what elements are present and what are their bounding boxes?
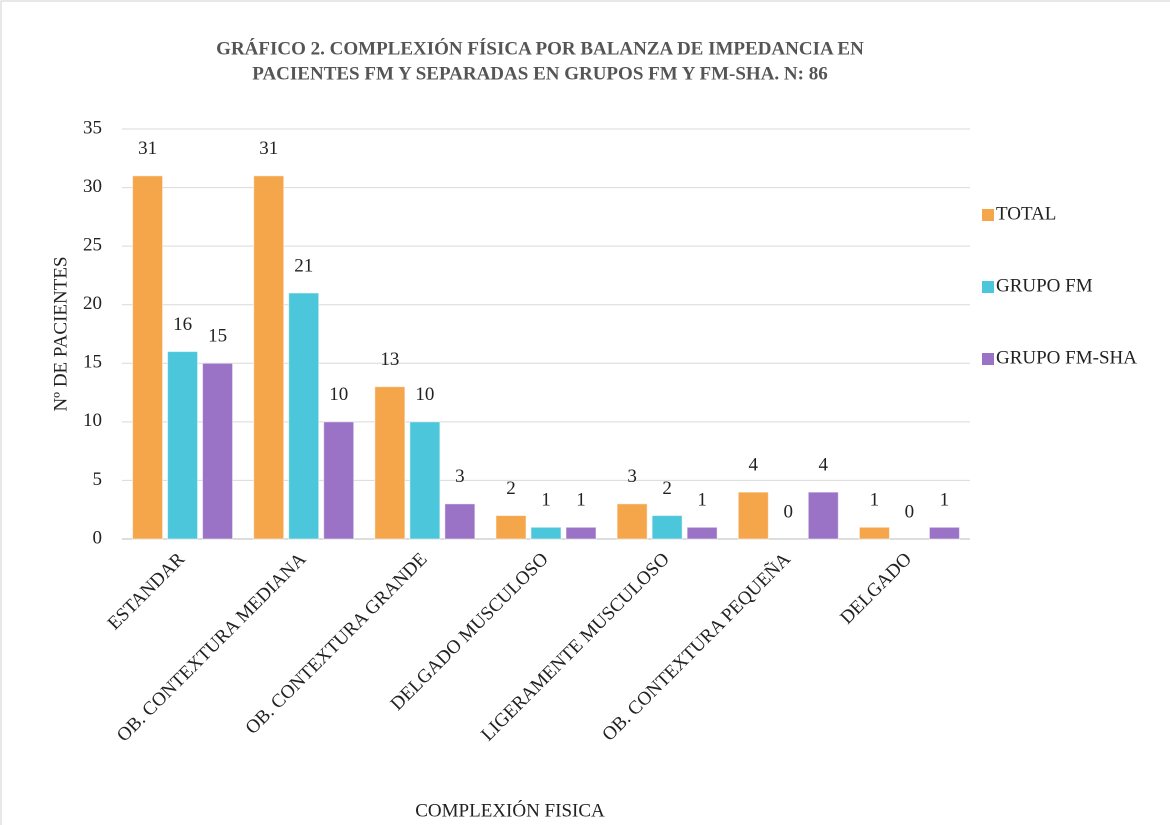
legend-swatch [982, 281, 994, 293]
bar [495, 515, 527, 540]
data-label: 4 [819, 455, 829, 476]
data-label: 0 [784, 501, 794, 522]
bar [530, 526, 562, 540]
y-axis-label: Nº DE PACIENTES [50, 256, 71, 411]
data-label: 1 [576, 490, 586, 511]
data-label: 15 [208, 326, 227, 347]
data-label: 2 [506, 478, 516, 499]
data-label: 16 [173, 314, 192, 335]
data-label: 3 [627, 466, 637, 487]
data-label: 21 [294, 255, 313, 276]
bar [858, 526, 890, 540]
legend-label: GRUPO FM-SHA [996, 347, 1137, 368]
bar [737, 491, 769, 540]
bar [807, 491, 839, 540]
data-label: 0 [905, 501, 915, 522]
legend-swatch [982, 209, 994, 221]
chart-title: PACIENTES FM Y SEPARADAS EN GRUPOS FM Y … [252, 63, 827, 84]
bar [444, 503, 476, 540]
data-label: 1 [697, 490, 707, 511]
bar [167, 351, 199, 540]
bar [616, 503, 648, 540]
data-label: 3 [455, 466, 465, 487]
data-label: 13 [380, 349, 399, 370]
y-tick-label: 25 [83, 235, 102, 256]
legend-label: GRUPO FM [996, 275, 1093, 296]
data-label: 1 [541, 490, 551, 511]
bar [928, 526, 960, 540]
data-label: 1 [870, 490, 880, 511]
data-label: 10 [329, 384, 348, 405]
legend-label: TOTAL [996, 203, 1056, 224]
y-tick-label: 15 [83, 352, 102, 373]
bar [686, 526, 718, 540]
bar [202, 362, 234, 540]
y-tick-label: 20 [83, 293, 102, 314]
legend-swatch [982, 353, 994, 365]
bar [374, 386, 406, 540]
bar [132, 175, 164, 540]
bar [409, 421, 441, 540]
bar [651, 515, 683, 540]
y-tick-label: 0 [93, 527, 103, 548]
y-tick-label: 35 [83, 117, 102, 138]
bar [288, 292, 320, 540]
y-tick-label: 10 [83, 410, 102, 431]
bar [253, 175, 285, 540]
data-label: 10 [415, 384, 434, 405]
x-axis-label: COMPLEXIÓN FISICA [415, 799, 605, 821]
data-label: 1 [940, 490, 950, 511]
data-label: 4 [749, 455, 759, 476]
data-label: 31 [138, 138, 157, 159]
y-tick-label: 5 [93, 469, 103, 490]
chart-title: GRÁFICO 2. COMPLEXIÓN FÍSICA POR BALANZA… [216, 37, 864, 59]
y-tick-label: 30 [83, 176, 102, 197]
bar [323, 421, 355, 540]
data-label: 31 [259, 138, 278, 159]
data-label: 2 [662, 478, 672, 499]
bar [565, 526, 597, 540]
